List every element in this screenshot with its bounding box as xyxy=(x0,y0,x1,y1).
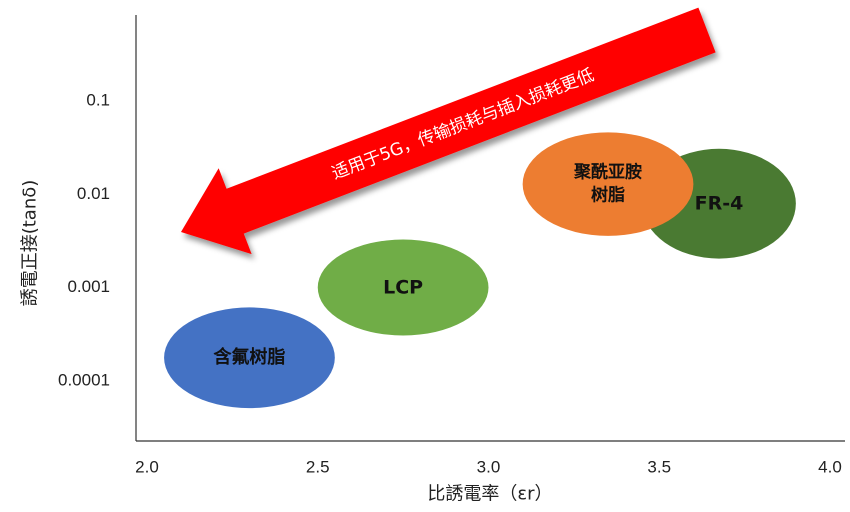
region-含氟树脂: 含氟树脂 xyxy=(164,307,335,409)
red-arrow-shape xyxy=(181,7,716,255)
y-axis-title: 誘電正接(tanδ) xyxy=(20,180,41,307)
x-tick-label: 3.5 xyxy=(647,458,671,477)
region-label: 聚酰亚胺 xyxy=(573,162,642,183)
region-label: 含氟树脂 xyxy=(213,346,285,368)
region-ellipse xyxy=(164,307,335,409)
region-label: 树脂 xyxy=(591,186,625,206)
y-tick-labels: 0.1 0.01 0.001 0.0001 xyxy=(58,91,110,390)
region-ellipse xyxy=(317,239,489,336)
axes xyxy=(135,15,845,442)
x-tick-label: 2.0 xyxy=(135,458,159,477)
region-label: FR-4 xyxy=(695,193,744,215)
y-tick-label: 0.1 xyxy=(86,91,110,110)
x-axis-title: 比誘電率（εr） xyxy=(427,484,552,505)
y-tick-label: 0.0001 xyxy=(58,371,110,390)
region-LCP: LCP xyxy=(317,239,489,336)
region-label: LCP xyxy=(383,276,423,298)
y-tick-label: 0.001 xyxy=(67,277,110,296)
x-tick-label: 3.0 xyxy=(477,458,501,477)
x-tick-label: 2.5 xyxy=(306,458,330,477)
x-tick-label: 4.0 xyxy=(818,458,842,477)
y-tick-label: 0.01 xyxy=(77,184,110,203)
x-tick-labels: 2.0 2.5 3.0 3.5 4.0 xyxy=(135,458,842,477)
region-ellipse xyxy=(522,132,694,236)
